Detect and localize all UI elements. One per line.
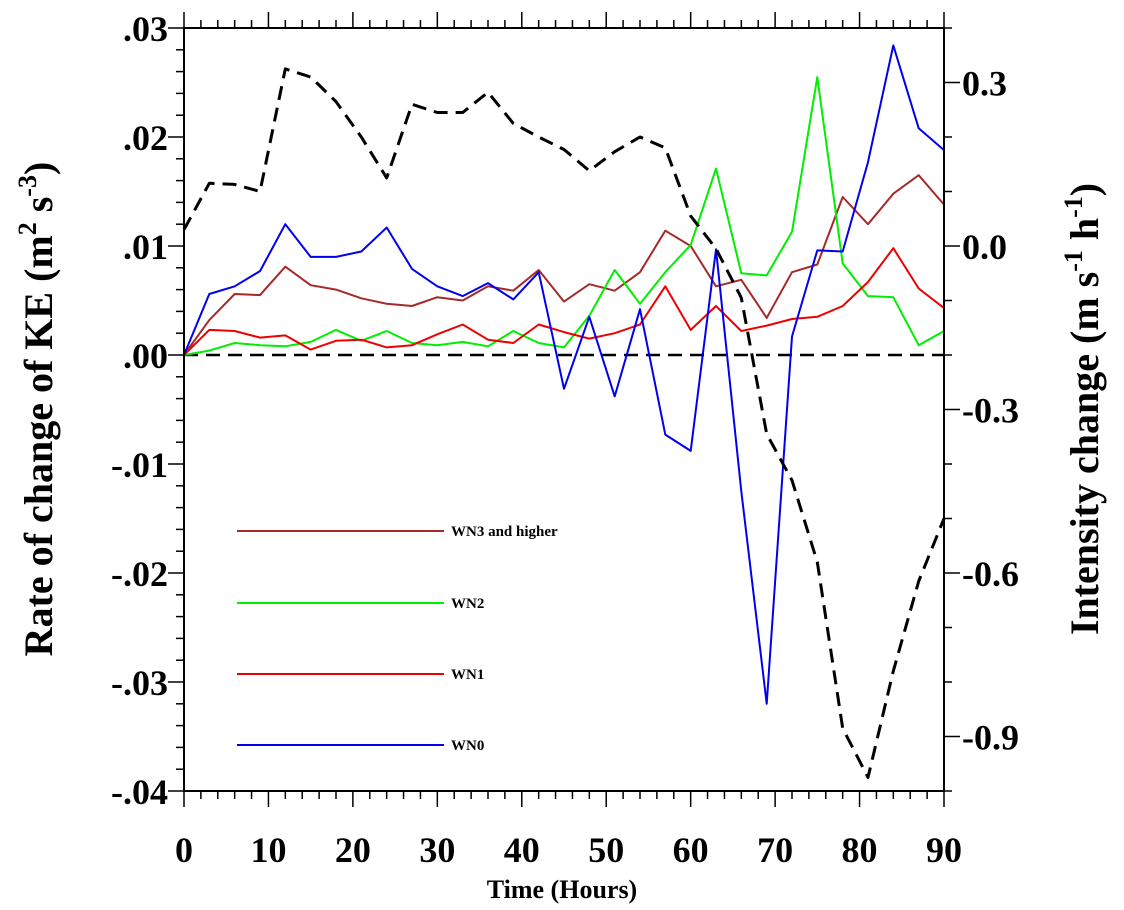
y-left-tick-label: .01 [123, 227, 168, 267]
x-tick-label: 70 [757, 830, 793, 870]
y-right-tick-label: -0.6 [962, 554, 1019, 594]
y-right-title-main: Intensity change (m s [1062, 272, 1107, 635]
y-axis-right-title: Intensity change (m s-1 h-1) [1059, 183, 1107, 635]
y-right-title-sup1: -1 [1059, 250, 1088, 272]
y-left-title-end: ) [16, 162, 61, 175]
y-right-title-sup2: -1 [1059, 196, 1088, 218]
y-left-title-sup2: -3 [13, 175, 42, 197]
y-left-title-main: Rate of change of KE (m [16, 235, 61, 656]
y-left-tick-label: .02 [123, 118, 168, 158]
legend: WN3 and higher WN2 WN1 WN0 [237, 524, 558, 754]
x-tick-label: 60 [673, 830, 709, 870]
y-right-title-end: ) [1062, 183, 1107, 196]
y-left-tick-label: -.02 [111, 554, 168, 594]
x-tick-label: 10 [250, 830, 286, 870]
y-left-title-sup1: 2 [13, 222, 42, 235]
y-right-tick-label: -0.9 [962, 718, 1019, 758]
legend-label: WN1 [451, 667, 484, 683]
x-tick-label: 40 [504, 830, 540, 870]
plot-area [182, 44, 946, 779]
x-tick-label: 80 [842, 830, 878, 870]
axes [168, 12, 960, 807]
y-left-title-mid: s [16, 197, 61, 223]
y-right-tick-label: 0.0 [962, 227, 1007, 267]
y-right-tick-label: -0.3 [962, 391, 1019, 431]
y-axis-left-title: Rate of change of KE (m2 s-3) [13, 162, 61, 657]
series-line-wn1 [183, 247, 945, 356]
y-left-tick-label: -.01 [111, 445, 168, 485]
x-tick-label: 20 [335, 830, 371, 870]
tick-labels: 0 10 20 30 40 50 60 70 80 90 .03 .02 .01 .00 -.01 -.02 -… [111, 9, 1019, 870]
legend-label: WN2 [451, 596, 484, 612]
series-line-intensity-change [182, 67, 946, 779]
legend-label: WN3 and higher [451, 524, 558, 540]
y-right-title-mid: h [1062, 218, 1107, 250]
x-tick-label: 50 [588, 830, 624, 870]
y-left-tick-label: -.03 [111, 663, 168, 703]
y-left-tick-label: .00 [123, 336, 168, 376]
series-line-wn3-and-higher [183, 174, 945, 356]
x-tick-label: 0 [175, 830, 193, 870]
x-tick-label: 90 [926, 830, 962, 870]
x-tick-label: 30 [419, 830, 455, 870]
y-right-tick-label: 0.3 [962, 64, 1007, 104]
series-line-wn0 [183, 44, 945, 705]
y-left-tick-label: -.04 [111, 772, 168, 812]
y-left-tick-label: .03 [123, 9, 168, 49]
plot-frame [183, 27, 945, 792]
x-axis-title: Time (Hours) [487, 875, 637, 904]
legend-label: WN0 [451, 738, 484, 754]
series-line-wn2 [183, 76, 945, 356]
